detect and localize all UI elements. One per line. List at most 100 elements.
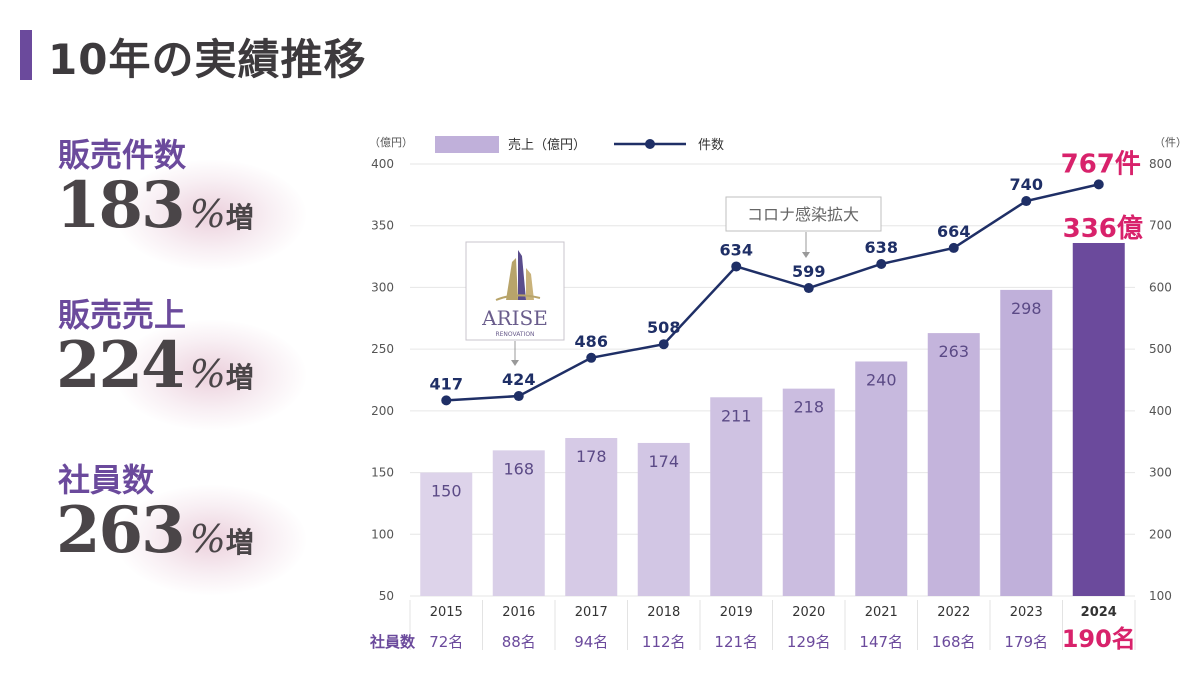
count-marker	[658, 339, 669, 350]
kpi-number: 224	[56, 328, 186, 403]
kpi-increase-suffix: 増	[225, 361, 254, 394]
employee-count: 179名	[1004, 633, 1048, 651]
year-tick-label: 2021	[865, 605, 898, 620]
employee-count: 72名	[429, 633, 463, 651]
employee-count: 168名	[932, 633, 976, 651]
sales-bar-label: 178	[576, 447, 607, 466]
right-axis-tick: 800	[1149, 157, 1172, 171]
sales-bar	[1072, 242, 1125, 596]
right-axis-tick: 300	[1149, 466, 1172, 480]
right-axis-tick: 500	[1149, 342, 1172, 356]
count-marker	[586, 352, 597, 363]
count-line	[446, 183, 1100, 402]
year-tick-label: 2022	[937, 605, 970, 620]
page-title: 10年の実績推移	[48, 35, 367, 84]
arise-logo-callout: ARISE RENOVATION	[465, 241, 565, 366]
employee-count: 112名	[642, 633, 686, 651]
kpi-number: 183	[56, 168, 186, 243]
kpi-sales-count: 販売件数 183 %増	[56, 130, 346, 270]
logo-subtitle: RENOVATION	[495, 331, 534, 338]
count-label: 740	[1010, 175, 1043, 194]
count-marker	[1093, 179, 1104, 190]
legend-count-label: 件数	[698, 138, 724, 153]
annotation-pointer-arrow	[802, 252, 810, 258]
year-tick-label: 2018	[647, 605, 680, 620]
right-axis-tick: 400	[1149, 404, 1172, 418]
count-label: 424	[502, 370, 535, 389]
year-tick-label: 2016	[502, 605, 535, 620]
left-axis-tick: 150	[371, 466, 394, 480]
sales-bar-label-highlight: 336億	[1063, 214, 1143, 244]
count-label: 486	[575, 332, 608, 351]
kpi-sales-revenue: 販売売上 224 %増	[56, 290, 346, 430]
count-marker	[876, 258, 887, 269]
sales-bar	[492, 450, 545, 596]
logo-pointer-arrow	[511, 360, 519, 366]
count-label-highlight: 767件	[1061, 149, 1141, 179]
annotation-box	[725, 196, 882, 232]
right-axis-tick: 600	[1149, 280, 1172, 294]
kpi-label: 社員数	[58, 461, 155, 499]
title-accent-bar	[20, 30, 32, 80]
label-layer: 150 168 178 174 211 218 240 263 298 336億 417 424 486…	[429, 149, 1143, 653]
left-axis-tick: 300	[371, 280, 394, 294]
year-tick-label: 2023	[1010, 605, 1043, 620]
sales-bar	[420, 472, 473, 596]
sales-bar-label: 168	[503, 459, 534, 478]
count-label: 664	[937, 222, 970, 241]
count-marker	[1021, 196, 1032, 207]
year-tick-label: 2017	[575, 605, 608, 620]
line-layer	[441, 179, 1104, 406]
annotation-text: コロナ感染拡大	[747, 205, 859, 224]
sales-bar-label: 298	[1011, 299, 1042, 318]
sales-bar-label: 218	[793, 398, 824, 417]
count-label: 634	[720, 240, 753, 259]
sales-bar-label: 240	[866, 370, 897, 389]
left-axis-tick: 350	[371, 219, 394, 233]
sales-bar	[637, 442, 690, 596]
count-label: 638	[865, 238, 898, 257]
kpi-percent-sign: %	[189, 192, 226, 236]
kpi-value: 183 %増	[56, 168, 254, 243]
kpi-increase-suffix: 増	[225, 201, 254, 234]
legend-sales-label: 売上（億円）	[508, 137, 586, 153]
sales-bar-label: 150	[431, 482, 462, 501]
logo-wordmark: ARISE	[481, 306, 548, 330]
sales-bar	[782, 388, 835, 596]
kpi-glow	[116, 160, 306, 270]
sales-bar	[710, 397, 763, 596]
kpi-percent-sign: %	[189, 517, 226, 561]
count-marker	[731, 261, 742, 272]
legend-line-marker	[645, 139, 655, 149]
kpi-glow	[116, 485, 306, 595]
left-axis-tick: 250	[371, 342, 394, 356]
employee-count: 94名	[574, 633, 608, 651]
sales-bar-label: 263	[938, 342, 969, 361]
count-label: 508	[647, 318, 680, 337]
employee-count: 129名	[787, 633, 831, 651]
count-marker	[948, 242, 959, 253]
kpi-number: 263	[56, 493, 186, 568]
count-marker	[803, 283, 814, 294]
employee-row-label: 社員数	[369, 633, 416, 651]
sales-bar-label: 174	[648, 452, 679, 471]
covid-annotation: コロナ感染拡大	[725, 196, 882, 258]
count-marker	[441, 395, 452, 406]
legend-bar-swatch	[435, 136, 499, 153]
bar-layer	[420, 242, 1125, 596]
employee-count: 147名	[859, 633, 903, 651]
right-axis-tick: 100	[1149, 589, 1172, 603]
year-tick-label: 2024	[1081, 605, 1117, 620]
year-tick-label: 2015	[430, 605, 463, 620]
sales-bar	[855, 361, 908, 596]
logo-building-left	[506, 258, 518, 300]
year-tick-label: 2019	[720, 605, 753, 620]
kpi-employees: 社員数 263 %増	[56, 455, 346, 595]
kpi-percent-sign: %	[189, 352, 226, 396]
kpi-value: 224 %増	[56, 328, 254, 403]
logo-swoosh	[495, 294, 541, 301]
left-axis-tick: 400	[371, 157, 394, 171]
kpi-label: 販売売上	[58, 296, 187, 334]
employee-count: 121名	[714, 633, 758, 651]
